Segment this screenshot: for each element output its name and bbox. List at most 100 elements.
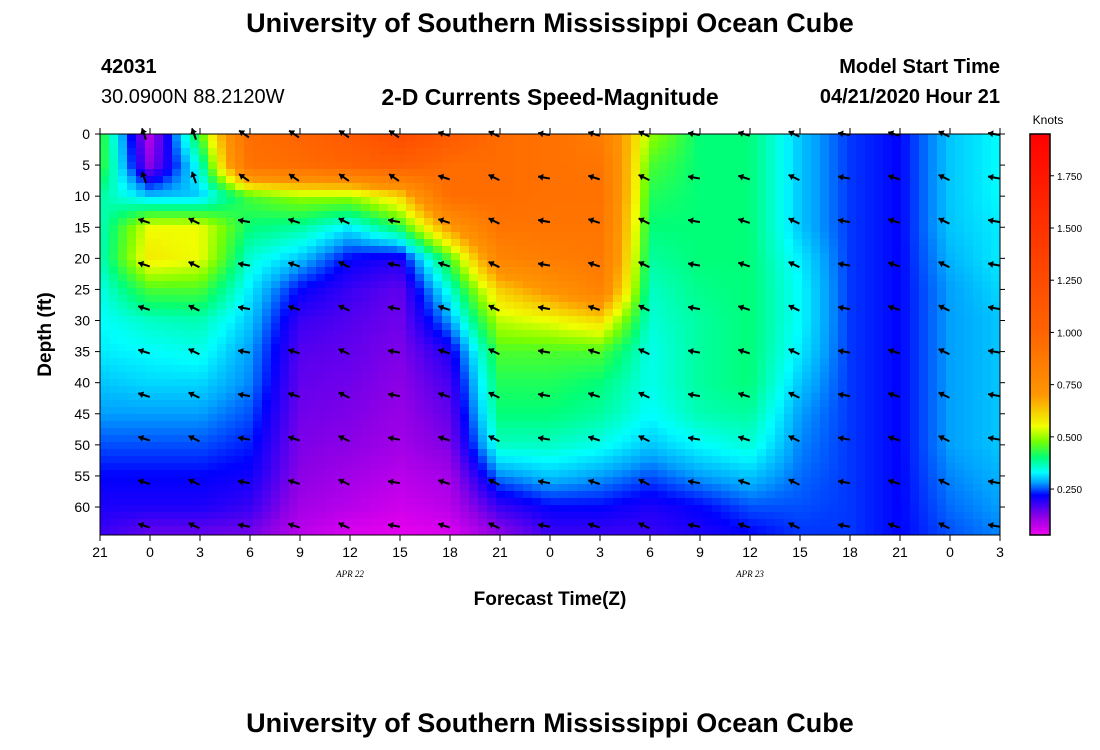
heatmap-cell — [397, 477, 407, 485]
heatmap-cell — [397, 414, 407, 422]
heatmap-cell — [334, 463, 344, 471]
heatmap-cell — [694, 246, 704, 254]
heatmap-cell — [847, 414, 857, 422]
heatmap-cell — [766, 456, 776, 464]
heatmap-cell — [667, 197, 677, 205]
heatmap-cell — [100, 456, 110, 464]
heatmap-cell — [865, 491, 875, 499]
heatmap-cell — [667, 414, 677, 422]
heatmap-cell — [703, 197, 713, 205]
heatmap-cell — [514, 484, 524, 492]
heatmap-cell — [109, 498, 119, 506]
heatmap-cell — [307, 470, 317, 478]
heatmap-cell — [811, 484, 821, 492]
heatmap-cell — [487, 141, 497, 149]
heatmap-cell — [343, 302, 353, 310]
heatmap-cell — [316, 316, 326, 324]
heatmap-cell — [298, 330, 308, 338]
heatmap-cell — [667, 533, 677, 536]
heatmap-cell — [190, 526, 200, 534]
heatmap-cell — [100, 442, 110, 450]
heatmap-cell — [361, 337, 371, 345]
heatmap-cell — [424, 134, 434, 142]
heatmap-cell — [217, 505, 227, 513]
heatmap-cell — [514, 162, 524, 170]
heatmap-cell — [361, 183, 371, 191]
heatmap-cell — [451, 330, 461, 338]
heatmap-cell — [370, 302, 380, 310]
heatmap-cell — [577, 449, 587, 457]
heatmap-cell — [487, 148, 497, 156]
heatmap-cell — [163, 365, 173, 373]
heatmap-cell — [775, 414, 785, 422]
heatmap-cell — [667, 148, 677, 156]
heatmap-cell — [523, 267, 533, 275]
heatmap-cell — [865, 225, 875, 233]
heatmap-cell — [145, 134, 155, 142]
heatmap-cell — [388, 155, 398, 163]
heatmap-cell — [865, 519, 875, 527]
heatmap-cell — [397, 526, 407, 534]
heatmap-cell — [226, 169, 236, 177]
heatmap-cell — [505, 365, 515, 373]
heatmap-cell — [649, 323, 659, 331]
heatmap-cell — [676, 512, 686, 520]
heatmap-cell — [586, 358, 596, 366]
heatmap-cell — [163, 134, 173, 142]
heatmap-cell — [154, 309, 164, 317]
heatmap-cell — [118, 155, 128, 163]
heatmap-cell — [280, 400, 290, 408]
heatmap-cell — [676, 365, 686, 373]
heatmap-cell — [190, 400, 200, 408]
heatmap-cell — [847, 316, 857, 324]
heatmap-cell — [802, 162, 812, 170]
heatmap-cell — [532, 260, 542, 268]
heatmap-cell — [307, 379, 317, 387]
heatmap-cell — [181, 512, 191, 520]
heatmap-cell — [532, 372, 542, 380]
heatmap-cell — [820, 470, 830, 478]
heatmap-cell — [811, 155, 821, 163]
heatmap-cell — [127, 435, 137, 443]
heatmap-cell — [694, 491, 704, 499]
heatmap-cell — [217, 225, 227, 233]
heatmap-cell — [397, 365, 407, 373]
heatmap-cell — [541, 281, 551, 289]
heatmap-cell — [748, 134, 758, 142]
heatmap-cell — [370, 414, 380, 422]
heatmap-cell — [235, 239, 245, 247]
heatmap-cell — [154, 232, 164, 240]
heatmap-cell — [172, 533, 182, 536]
heatmap-cell — [505, 372, 515, 380]
heatmap-cell — [820, 484, 830, 492]
heatmap-cell — [514, 141, 524, 149]
heatmap-cell — [190, 316, 200, 324]
heatmap-cell — [424, 141, 434, 149]
heatmap-cell — [793, 435, 803, 443]
heatmap-cell — [487, 421, 497, 429]
heatmap-cell — [217, 169, 227, 177]
heatmap-cell — [487, 512, 497, 520]
heatmap-cell — [235, 400, 245, 408]
heatmap-cell — [154, 407, 164, 415]
heatmap-cell — [622, 365, 632, 373]
heatmap-cell — [442, 274, 452, 282]
heatmap-cell — [145, 274, 155, 282]
heatmap-cell — [316, 393, 326, 401]
heatmap-cell — [829, 295, 839, 303]
heatmap-cell — [586, 351, 596, 359]
heatmap-cell — [253, 274, 263, 282]
heatmap-cell — [622, 484, 632, 492]
heatmap-cell — [379, 421, 389, 429]
heatmap-cell — [460, 435, 470, 443]
heatmap-cell — [478, 204, 488, 212]
heatmap-cell — [109, 365, 119, 373]
heatmap-cell — [289, 134, 299, 142]
heatmap-cell — [811, 358, 821, 366]
heatmap-cell — [811, 344, 821, 352]
heatmap-cell — [505, 316, 515, 324]
heatmap-cell — [838, 337, 848, 345]
heatmap-cell — [172, 162, 182, 170]
heatmap-cell — [766, 281, 776, 289]
heatmap-cell — [334, 274, 344, 282]
